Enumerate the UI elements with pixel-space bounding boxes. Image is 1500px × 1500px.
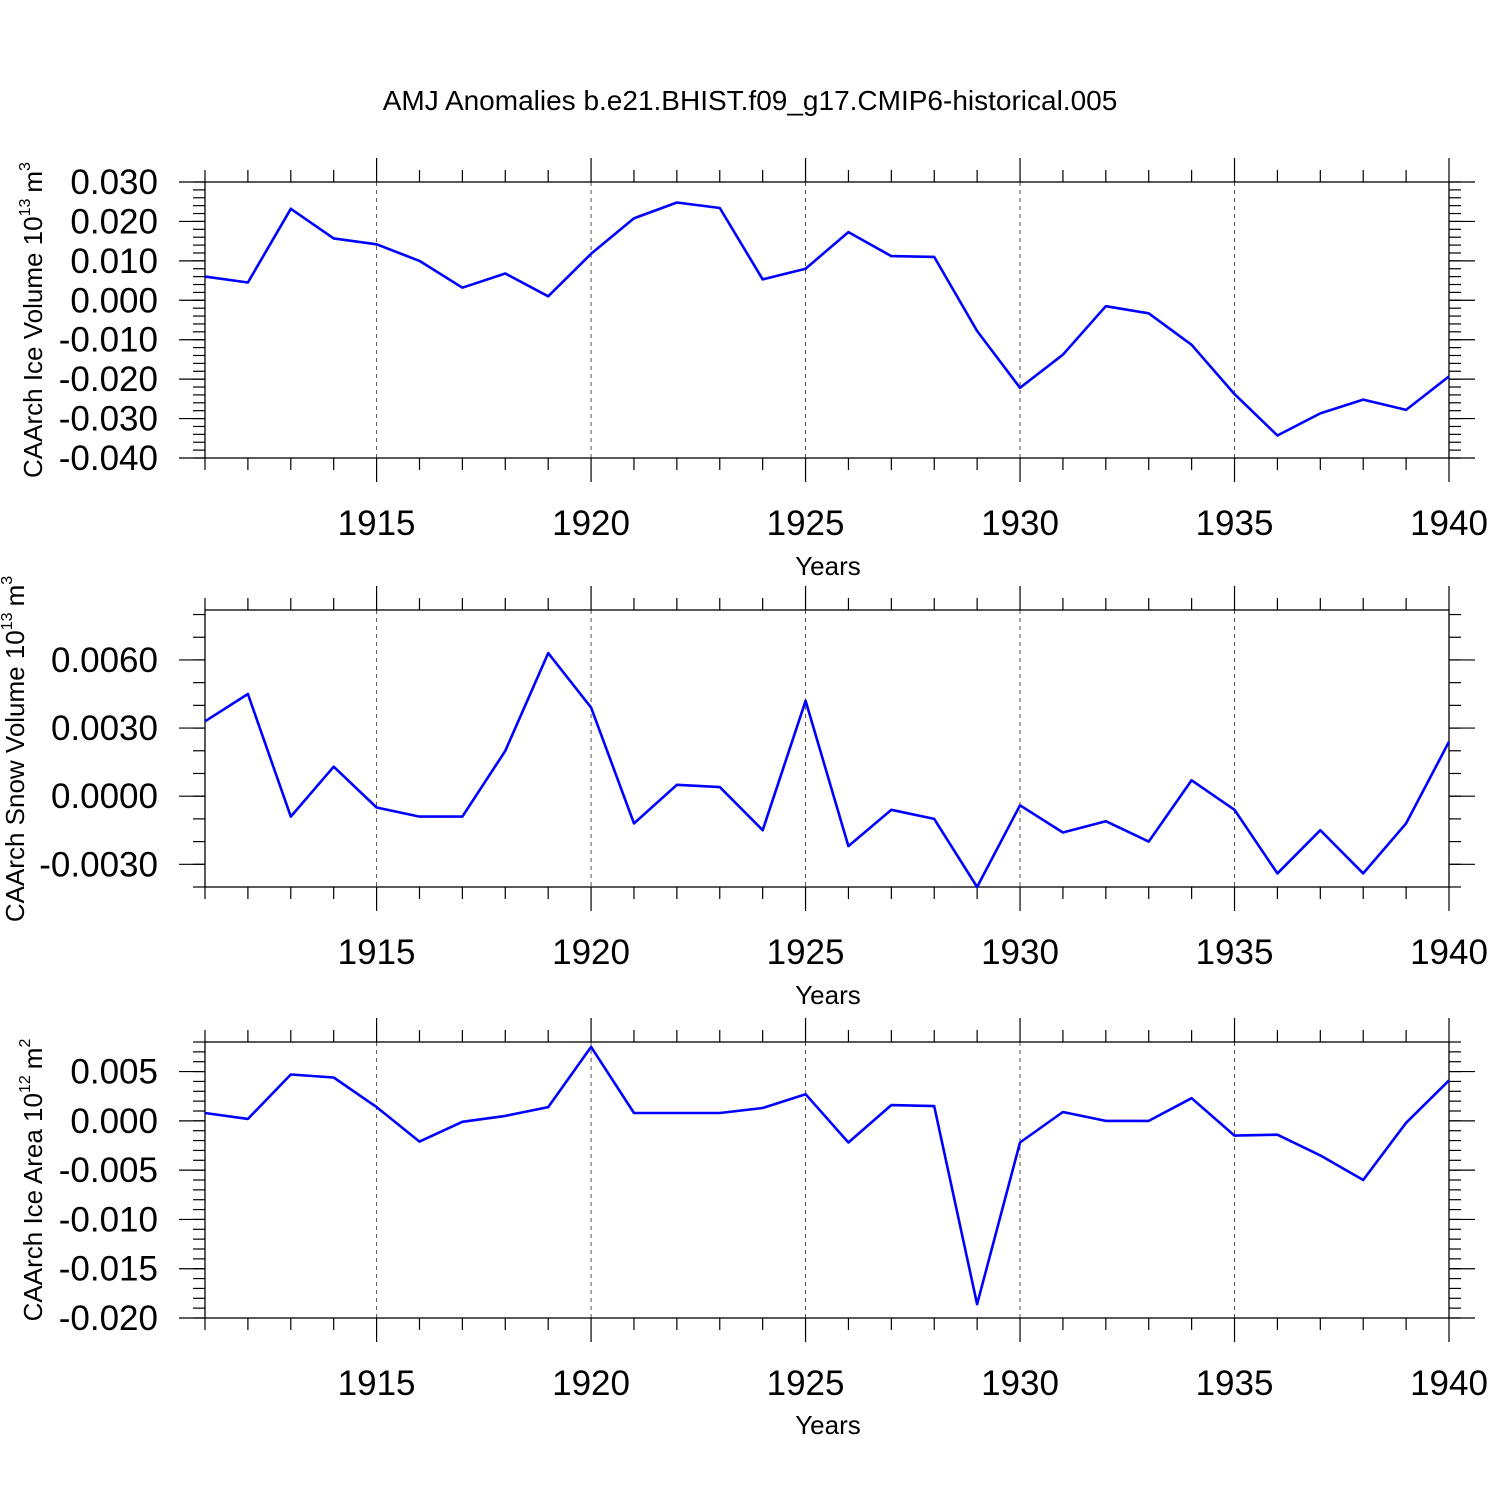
y-tick-label: -0.010 (59, 321, 158, 360)
x-axis-title: Years (795, 551, 861, 581)
x-tick-label: 1935 (1196, 933, 1274, 972)
x-tick-label: 1925 (767, 1364, 845, 1403)
y-axis-title-group: CAArch Ice Area 1012 m2 (17, 1039, 48, 1322)
x-tick-label: 1940 (1410, 1364, 1488, 1403)
x-tick-label: 1920 (552, 504, 630, 543)
y-axis-title-exponent: 13 (17, 199, 34, 217)
y-axis-title-text: CAArch Ice Area 10 (18, 1093, 48, 1321)
y-axis-title-unit: m (18, 1048, 48, 1070)
plot-area-2: -0.0030 0.0000 0.0030 0.0060 1915 1920 1925 193… (39, 586, 1488, 972)
x-axis-title: Years (795, 1410, 861, 1440)
x-tick-label: 1930 (981, 1364, 1059, 1403)
y-tick-label: 0.020 (70, 202, 158, 241)
figure-title: AMJ Anomalies b.e21.BHIST.f09_g17.CMIP6-… (383, 85, 1118, 116)
x-tick-label: 1915 (338, 1364, 416, 1403)
series-line (204, 201, 1450, 437)
plot-area-1: -0.040-0.030-0.020-0.0100.0000.0100.0200… (59, 158, 1488, 543)
y-tick-label: -0.0030 (39, 845, 158, 884)
plot-layer: -0.040-0.030-0.020-0.0100.0000.0100.0200… (39, 158, 1488, 1403)
y-tick-label: -0.015 (59, 1250, 158, 1289)
y-axis-title-exponent: 13 (0, 612, 16, 630)
y-tick-label: 0.0000 (51, 777, 158, 816)
y-tick-label: -0.020 (59, 1299, 158, 1338)
x-tick-label: 1940 (1410, 504, 1488, 543)
x-tick-label: 1935 (1196, 504, 1274, 543)
x-tick-label: 1930 (981, 933, 1059, 972)
x-axis-title: Years (795, 980, 861, 1010)
y-axis-title: CAArch Ice Volume 1013 m3 (17, 162, 48, 478)
y-axis-title-unit: m (0, 585, 30, 607)
x-tick-label: 1940 (1410, 933, 1488, 972)
y-axis-title-group: CAArch Ice Volume 1013 m3 (17, 162, 48, 478)
panel-ice-volume: Years CAArch Ice Volume 1013 m3 (17, 162, 861, 581)
y-tick-label: -0.040 (59, 439, 158, 478)
y-tick-label: -0.030 (59, 400, 158, 439)
plot-area-3: -0.020 -0.015 -0.010 -0.005 0.000 0.005 1915 19… (59, 1018, 1488, 1403)
y-axis-title: CAArch Ice Area 1012 m2 (17, 1039, 48, 1322)
y-axis-title-text: CAArch Snow Volume 10 (0, 630, 30, 922)
y-tick-label: 0.010 (70, 242, 158, 281)
plot-frame (204, 609, 1450, 888)
y-tick-label: 0.0030 (51, 709, 158, 748)
series-line (204, 1045, 1450, 1306)
panel-ice-area: Years CAArch Ice Area 1012 m2 (17, 1039, 861, 1440)
y-tick-label: -0.010 (59, 1200, 158, 1239)
y-axis-title-unit-exponent: 2 (17, 1039, 34, 1048)
y-tick-label: 0.030 (70, 163, 158, 202)
y-tick-label: 0.000 (70, 281, 158, 320)
x-tick-label: 1915 (338, 504, 416, 543)
y-axis-title-text: CAArch Ice Volume 10 (18, 216, 48, 478)
x-tick-label: 1920 (552, 933, 630, 972)
y-tick-label: 0.000 (70, 1102, 158, 1141)
x-tick-label: 1925 (767, 933, 845, 972)
series-line (204, 651, 1451, 889)
y-axis-title-unit: m (18, 171, 48, 193)
x-tick-label: 1920 (552, 1364, 630, 1403)
x-tick-label: 1935 (1196, 1364, 1274, 1403)
y-axis-title-exponent: 12 (17, 1075, 34, 1093)
y-axis-title: CAArch Snow Volume 1013 m3 (0, 576, 30, 922)
y-tick-label: -0.005 (59, 1151, 158, 1190)
plot-frame (204, 1041, 1450, 1319)
y-axis-title-group: CAArch Snow Volume 1013 m3 (0, 576, 30, 922)
y-tick-label: -0.020 (59, 360, 158, 399)
x-tick-label: 1915 (338, 933, 416, 972)
panel-snow-volume: Years CAArch Snow Volume 1013 m3 (0, 576, 861, 1010)
x-tick-label: 1925 (767, 504, 845, 543)
plot-frame (204, 181, 1450, 459)
y-tick-label: 0.0060 (51, 641, 158, 680)
y-axis-title-unit-exponent: 3 (17, 162, 34, 171)
x-tick-label: 1930 (981, 504, 1059, 543)
y-tick-label: 0.005 (70, 1053, 158, 1092)
y-axis-title-unit-exponent: 3 (0, 576, 16, 585)
